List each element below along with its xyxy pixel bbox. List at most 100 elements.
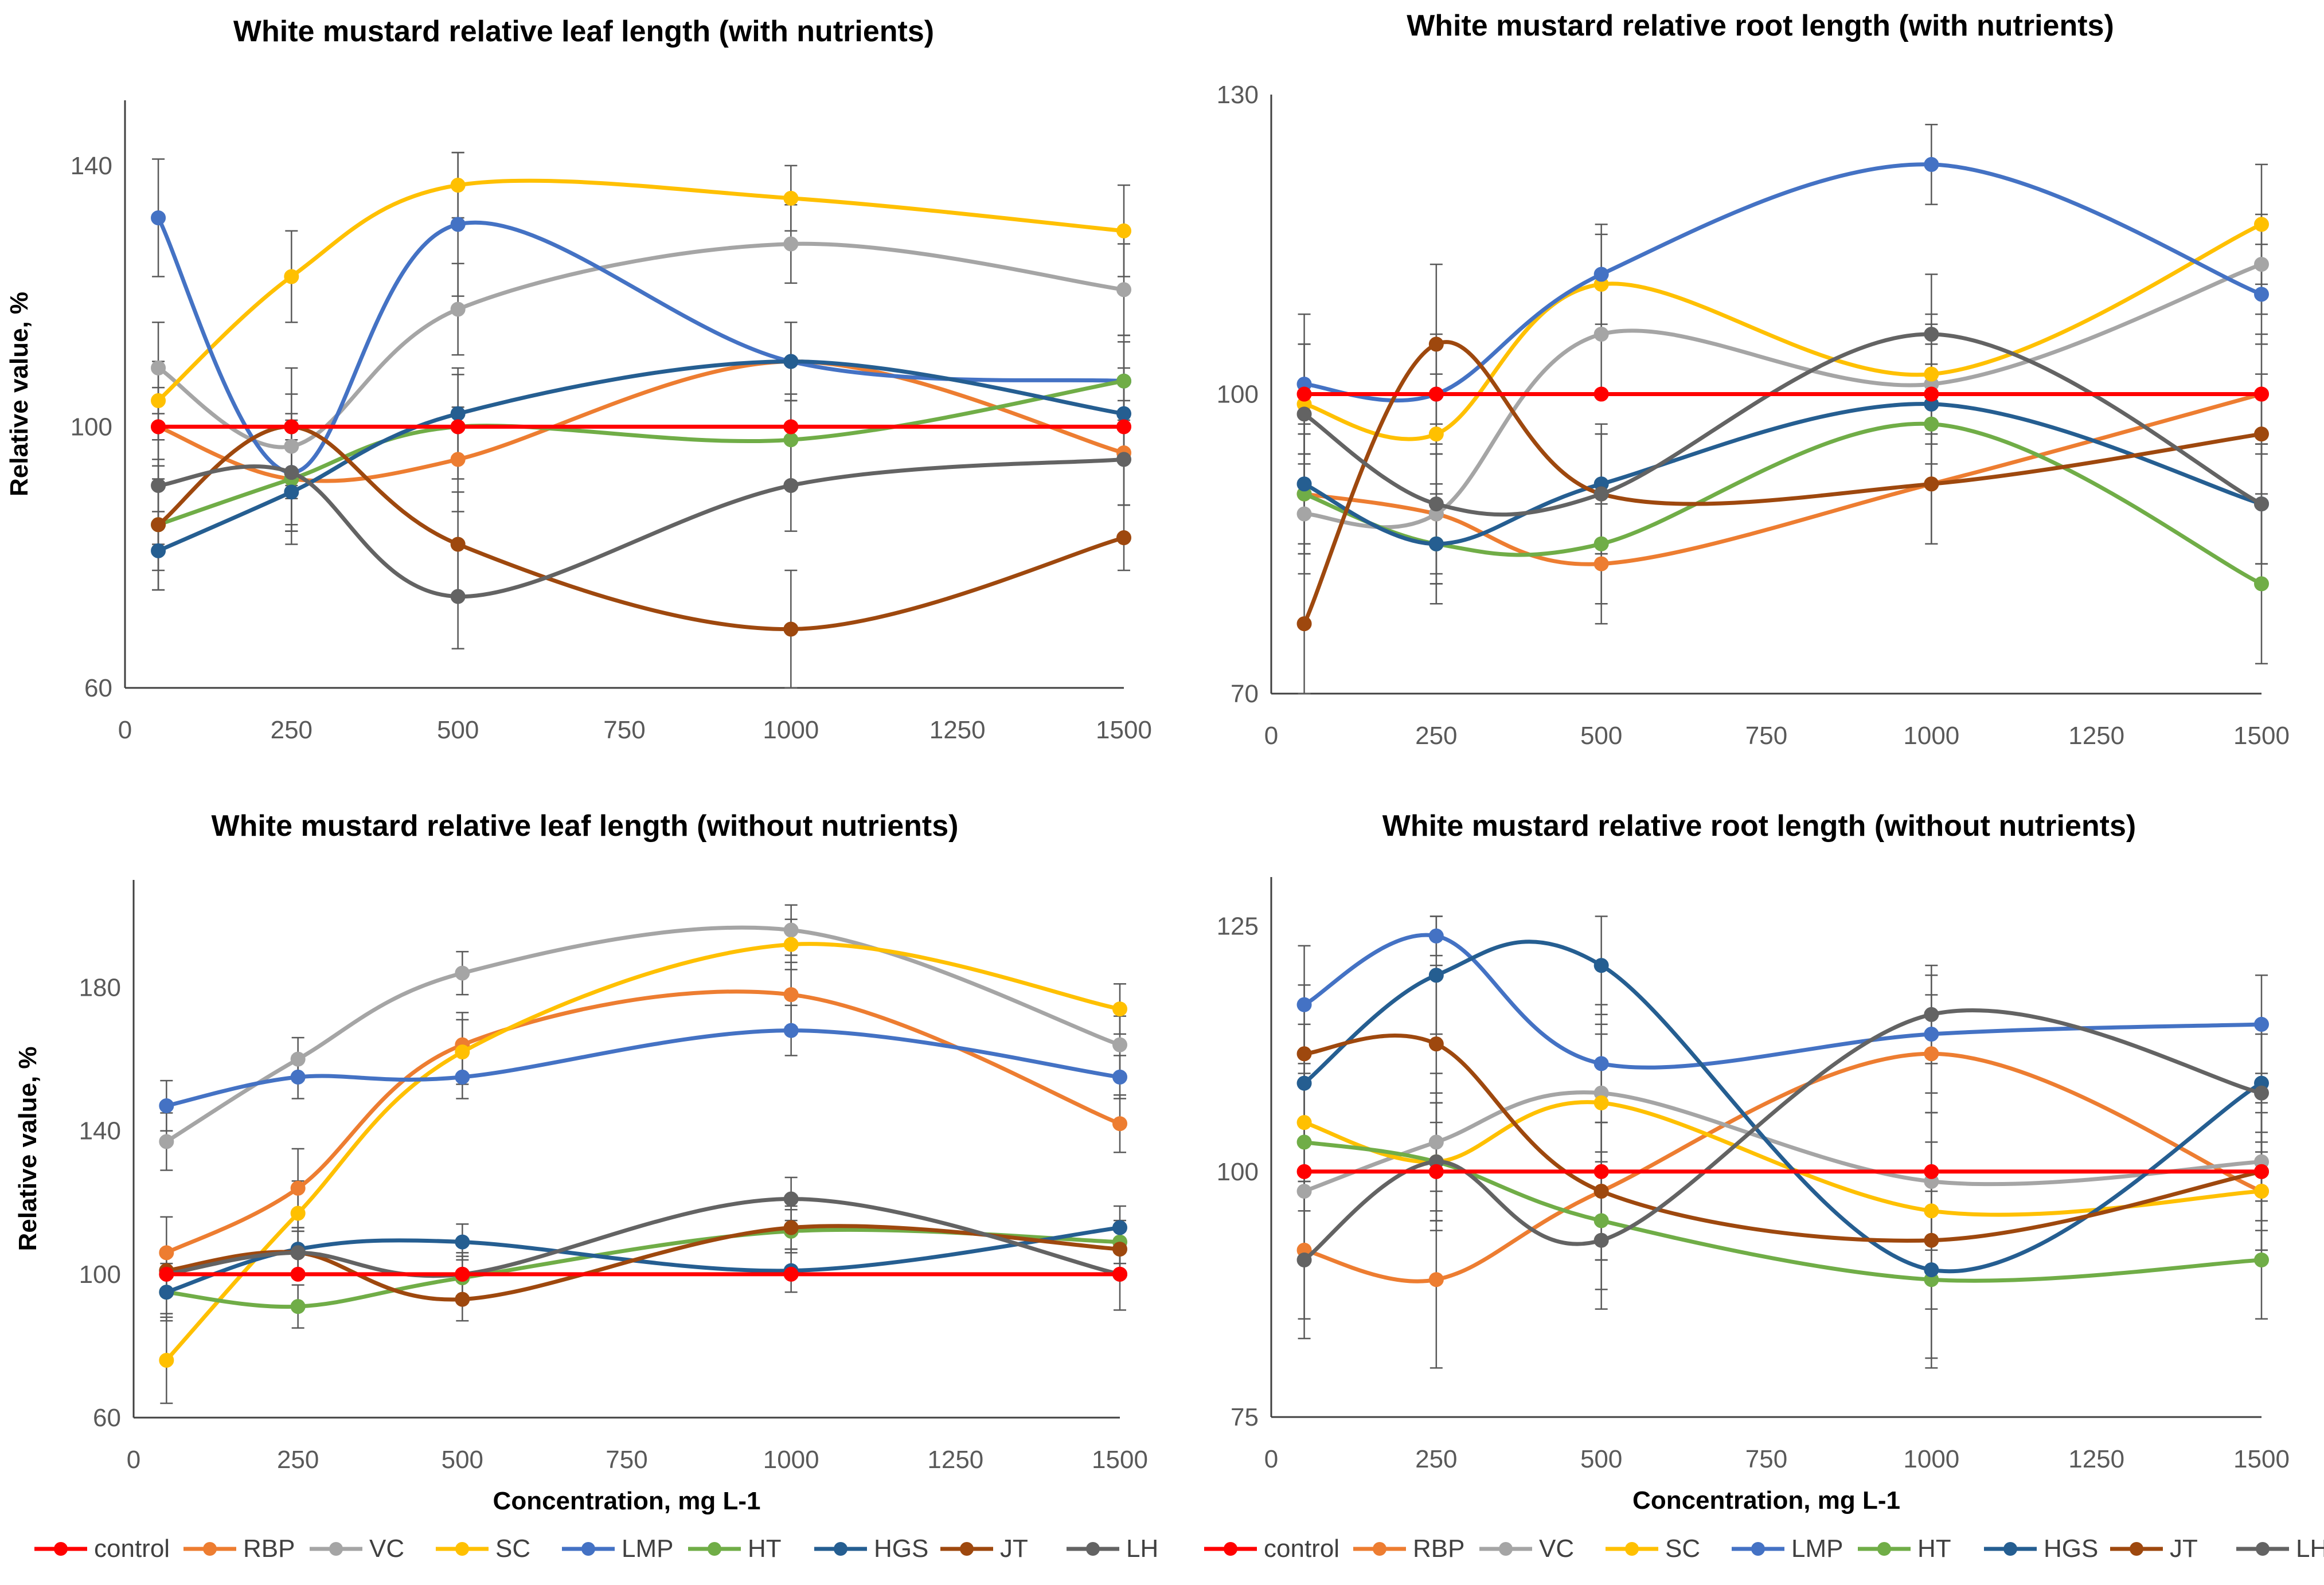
legend-marker-rbp xyxy=(203,1542,217,1556)
series-line-lmp xyxy=(1302,933,2264,1070)
x-tick-label: 750 xyxy=(1745,722,1787,750)
series-line-rbp xyxy=(156,359,1126,483)
chart-title: White mustard relative leaf length (with… xyxy=(212,809,959,843)
data-point-rbp xyxy=(1593,556,1609,572)
legend-marker-lh xyxy=(2256,1542,2270,1556)
y-axis-title: Relative value, % xyxy=(5,292,33,496)
data-point-jt xyxy=(1924,476,1939,492)
data-point-vc xyxy=(1428,1134,1444,1150)
data-point-vc xyxy=(783,236,799,252)
series-line-hgs xyxy=(164,1226,1122,1294)
series-sc xyxy=(159,937,1127,1368)
series-jt xyxy=(151,419,1131,637)
x-tick-label: 1000 xyxy=(763,716,819,744)
x-tick-label: 250 xyxy=(271,716,313,744)
legend-marker-sc xyxy=(1625,1542,1639,1556)
series-line-jt xyxy=(1302,1034,2264,1243)
data-point-vc xyxy=(284,439,299,454)
data-point-lmp xyxy=(1112,1069,1127,1085)
data-point-control xyxy=(1116,419,1131,435)
data-point-hgs xyxy=(1428,536,1444,551)
legend-label-sc: SC xyxy=(495,1535,530,1563)
x-tick-label: 750 xyxy=(603,716,645,744)
y-tick-label: 100 xyxy=(79,1261,121,1289)
data-point-lmp xyxy=(151,210,166,225)
x-tick-label: 250 xyxy=(1415,722,1457,750)
data-point-sc xyxy=(1428,426,1444,442)
data-point-lmp xyxy=(1924,156,1939,172)
data-point-control xyxy=(1924,1164,1939,1179)
legend-marker-hgs xyxy=(834,1542,847,1556)
series-jt xyxy=(1296,336,2269,632)
legend-marker-hgs xyxy=(2003,1542,2017,1556)
series-line-rbp xyxy=(164,989,1122,1255)
x-tick-label: 500 xyxy=(1580,1445,1622,1473)
legend-label-vc: VC xyxy=(369,1535,404,1563)
data-point-rbp xyxy=(783,987,799,1003)
series-line-hgs xyxy=(156,359,1126,553)
data-point-control xyxy=(2254,386,2269,402)
series-line-ht xyxy=(164,1227,1122,1309)
series-line-vc xyxy=(164,925,1122,1144)
data-point-hgs xyxy=(1112,1220,1127,1235)
series-control xyxy=(1296,386,2269,402)
series-hgs xyxy=(1296,396,2269,551)
series-line-vc xyxy=(1302,1090,2264,1193)
data-point-lh xyxy=(151,478,166,493)
data-point-jt xyxy=(783,1220,799,1235)
series-control xyxy=(159,1266,1127,1282)
legend: control RBP VC SC LMP HT HGS JT LH xyxy=(1204,1535,2324,1563)
data-point-control xyxy=(783,1266,799,1282)
data-point-hgs xyxy=(1924,1262,1939,1278)
data-point-lh xyxy=(1924,1007,1939,1022)
series-vc xyxy=(151,236,1131,454)
data-point-jt xyxy=(1296,1046,1312,1062)
series-hgs xyxy=(1296,940,2269,1278)
legend-marker-lmp xyxy=(581,1542,595,1556)
x-tick-label: 250 xyxy=(1415,1445,1457,1473)
series-line-sc xyxy=(156,178,1126,403)
legend-label-ht: HT xyxy=(1917,1535,1951,1563)
data-point-hgs xyxy=(1296,476,1312,492)
data-point-rbp xyxy=(159,1245,174,1261)
data-point-control xyxy=(1296,1164,1312,1179)
y-tick-label: 140 xyxy=(79,1117,121,1145)
data-point-ht xyxy=(1593,536,1609,551)
series-sc xyxy=(151,178,1131,408)
data-point-control xyxy=(290,1266,306,1282)
error-bars xyxy=(1298,124,2268,695)
x-axis-title: Concentration, mg L-1 xyxy=(493,1487,761,1515)
chart-leaf-with-nutrients: White mustard relative leaf length (with… xyxy=(5,15,1152,744)
data-point-control xyxy=(159,1266,174,1282)
data-point-sc xyxy=(1593,1095,1609,1110)
legend-label-lh: LH xyxy=(2296,1535,2324,1563)
data-point-control xyxy=(151,419,166,435)
data-point-lh xyxy=(450,589,466,604)
series-line-lh xyxy=(156,457,1126,599)
data-point-sc xyxy=(151,393,166,408)
legend-marker-control xyxy=(1224,1542,1237,1556)
data-point-sc xyxy=(1924,1203,1939,1219)
x-tick-label: 1500 xyxy=(1096,716,1152,744)
x-tick-label: 500 xyxy=(1580,722,1622,750)
series-line-vc xyxy=(156,241,1126,449)
legend-label-lh: LH xyxy=(1126,1535,1158,1563)
x-tick-label: 1000 xyxy=(1903,722,1959,750)
data-point-control xyxy=(2254,1164,2269,1179)
data-point-sc xyxy=(2254,217,2269,232)
legend-marker-lmp xyxy=(1751,1542,1765,1556)
data-point-lmp xyxy=(1296,997,1312,1012)
legend: control RBP VC SC LMP HT HGS JT LH xyxy=(34,1535,1158,1563)
data-point-lmp xyxy=(1593,267,1609,282)
data-point-hgs xyxy=(455,1234,470,1250)
data-point-control xyxy=(1112,1266,1127,1282)
data-point-sc xyxy=(290,1206,306,1221)
x-tick-label: 0 xyxy=(118,716,132,744)
data-point-sc xyxy=(783,937,799,952)
series-line-sc xyxy=(164,942,1122,1363)
data-point-lh xyxy=(290,1245,306,1261)
y-tick-label: 130 xyxy=(1217,81,1259,109)
data-point-ht xyxy=(1593,1213,1609,1228)
data-point-lh xyxy=(2254,496,2269,512)
y-tick-label: 125 xyxy=(1217,913,1259,941)
